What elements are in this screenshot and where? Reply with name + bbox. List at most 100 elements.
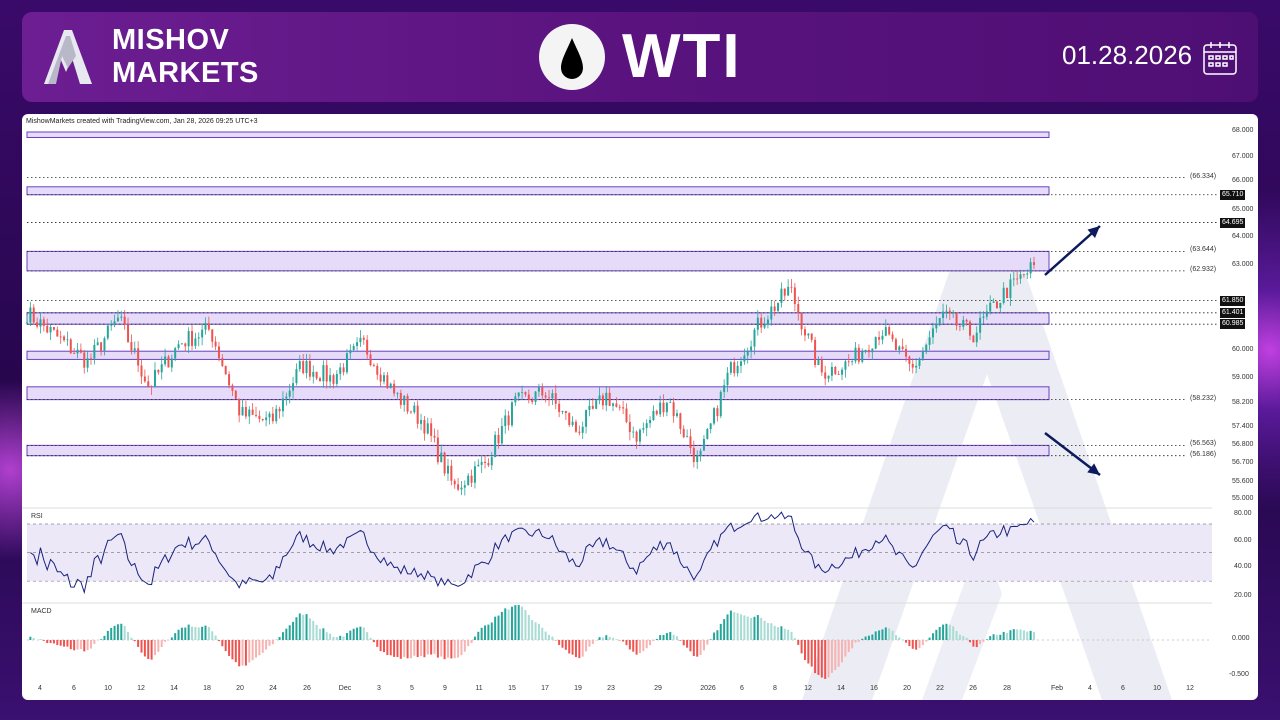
macd-histogram-bar <box>942 624 945 640</box>
macd-histogram-bar <box>716 630 719 640</box>
candle-body <box>261 418 264 421</box>
price-chart[interactable] <box>22 114 1258 700</box>
candle-body <box>857 347 860 362</box>
macd-histogram-bar <box>608 636 611 640</box>
macd-histogram-bar <box>352 628 355 640</box>
time-axis-label: 22 <box>936 685 944 692</box>
candle-body <box>302 361 305 374</box>
rsi-line <box>30 511 1035 595</box>
candle-body <box>329 375 332 382</box>
candle-body <box>622 407 625 409</box>
macd-histogram-bar <box>871 634 874 640</box>
candle-body <box>477 464 480 467</box>
macd-histogram-bar <box>497 615 500 640</box>
macd-histogram-bar <box>480 627 483 640</box>
candle-body <box>773 306 776 311</box>
macd-histogram-bar <box>29 636 32 640</box>
macd-histogram-bar <box>214 635 217 640</box>
candle-body <box>110 325 113 327</box>
candle-body <box>89 358 92 360</box>
macd-histogram-bar <box>130 637 133 640</box>
candle-body <box>595 400 598 409</box>
candle-body <box>288 390 291 397</box>
candle-body <box>958 325 961 327</box>
candle-body <box>214 341 217 347</box>
candle-body <box>73 353 76 354</box>
candle-body <box>537 387 540 392</box>
macd-histogram-bar <box>723 619 726 640</box>
candle-body <box>217 346 220 359</box>
candle-body <box>844 361 847 370</box>
macd-histogram-bar <box>534 622 537 640</box>
candle-body <box>29 307 32 323</box>
macd-histogram-bar <box>116 624 119 640</box>
macd-histogram-bar <box>884 627 887 640</box>
price-axis-label: 57.400 <box>1232 423 1254 430</box>
candle-body <box>719 391 722 417</box>
candle-body <box>551 393 554 399</box>
candle-body <box>777 302 780 311</box>
macd-histogram-bar <box>810 640 813 667</box>
oil-drop-icon <box>539 24 605 90</box>
candle-body <box>275 408 278 422</box>
time-axis-label: 20 <box>236 685 244 692</box>
candle-body <box>601 395 604 406</box>
candle-body <box>1026 273 1029 275</box>
macd-histogram-bar <box>827 640 830 678</box>
candle-body <box>396 392 399 394</box>
report-date: 01.28.2026 <box>1062 40 1193 70</box>
macd-histogram-bar <box>864 636 867 640</box>
macd-histogram-bar <box>467 640 470 647</box>
price-axis-label: 56.800 <box>1232 441 1254 448</box>
macd-histogram-bar <box>42 640 45 641</box>
macd-histogram-bar <box>460 640 463 656</box>
candle-body <box>409 411 412 413</box>
macd-histogram-bar <box>702 640 705 651</box>
candle-body <box>783 288 786 296</box>
candle-body <box>642 428 645 430</box>
macd-histogram-bar <box>615 639 618 640</box>
time-axis-label: 4 <box>1088 685 1092 692</box>
support-resistance-zone <box>26 386 1050 401</box>
macd-histogram-bar <box>329 633 332 640</box>
candle-body <box>972 335 975 343</box>
candle-body <box>824 372 827 379</box>
macd-histogram-bar <box>332 636 335 640</box>
macd-histogram-bar <box>312 620 315 640</box>
candle-body <box>1012 278 1015 280</box>
macd-histogram-bar <box>867 635 870 640</box>
macd-histogram-bar <box>217 640 220 642</box>
price-level-tag: 61.401 <box>1220 307 1246 318</box>
macd-histogram-bar <box>484 625 487 640</box>
candle-body <box>49 327 52 333</box>
candle-body <box>446 465 449 474</box>
candle-body <box>386 375 389 389</box>
candle-body <box>915 365 918 368</box>
macd-histogram-bar <box>726 614 729 640</box>
time-axis-label: Dec <box>338 685 352 692</box>
macd-histogram-bar <box>851 640 854 649</box>
candle-body <box>588 405 591 410</box>
candle-body <box>244 406 247 417</box>
candle-body <box>1029 262 1032 274</box>
macd-histogram-bar <box>1026 631 1029 640</box>
time-axis-label: 6 <box>740 685 744 692</box>
price-axis-label: 65.000 <box>1232 206 1254 213</box>
candle-body <box>679 413 682 429</box>
macd-histogram-bar <box>517 605 520 640</box>
candle-body <box>399 392 402 405</box>
brand-name: MISHOV MARKETS <box>112 24 259 90</box>
macd-histogram-bar <box>510 606 513 640</box>
macd-histogram-bar <box>746 616 749 640</box>
candle-body <box>787 286 790 296</box>
macd-histogram-bar <box>231 640 234 660</box>
macd-histogram-bar <box>433 640 436 654</box>
candle-body <box>123 316 126 325</box>
candle-body <box>696 455 699 463</box>
macd-histogram-bar <box>898 637 901 640</box>
candle-body <box>999 302 1002 309</box>
macd-histogram-bar <box>261 640 264 653</box>
macd-histogram-bar <box>521 606 524 640</box>
macd-histogram-bar <box>780 626 783 640</box>
candle-body <box>460 487 463 490</box>
